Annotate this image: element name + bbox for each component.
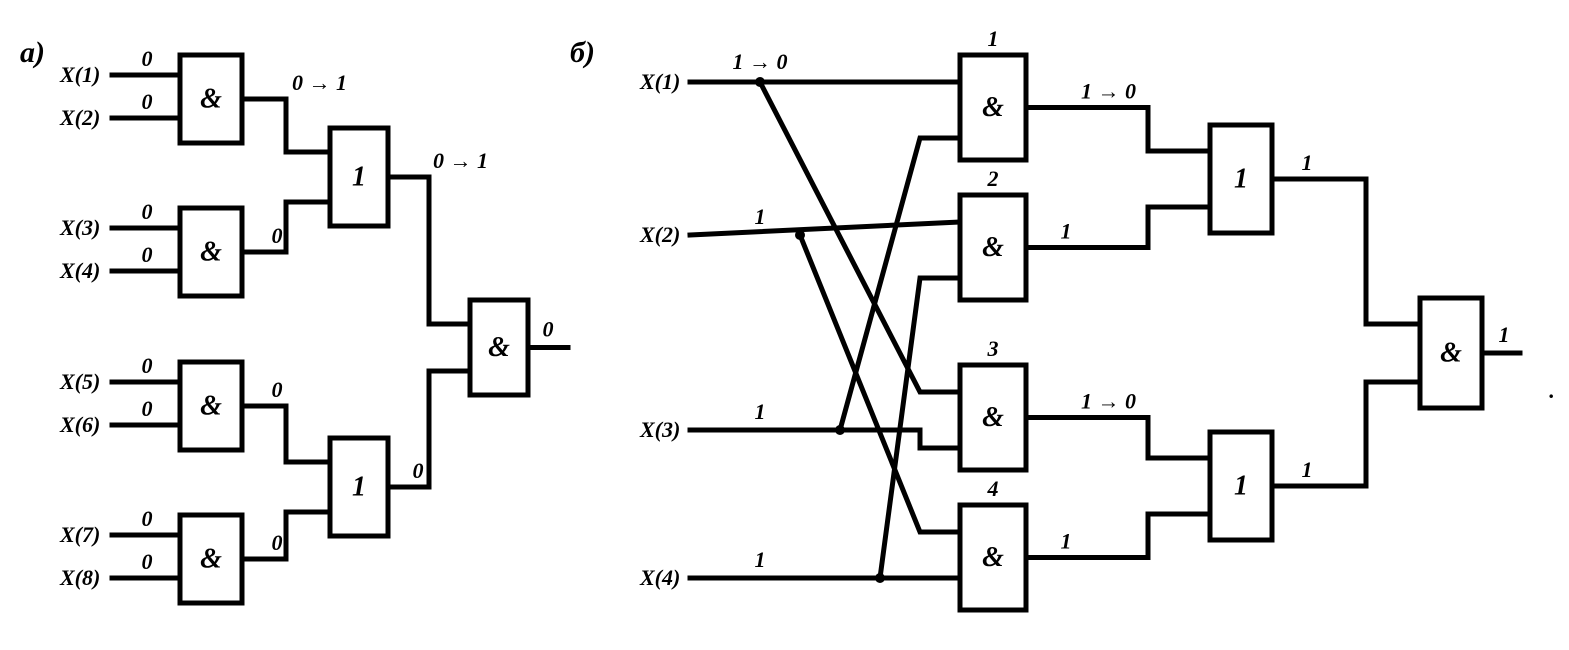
svg-text:&: & [200,236,222,267]
logic-diagram: а) б) X(1) 0 X(2) 0 X(3) 0 X(4) 0 X(5) 0 X(6) 0 X(7) 0 X… [0,0,1569,650]
svg-text:&: & [200,390,222,421]
svg-text:1 → 0: 1 → 0 [733,49,788,74]
svg-text:1: 1 [352,471,366,502]
svg-text:1: 1 [1234,163,1248,194]
svg-text:&: & [982,542,1004,573]
svg-text:X(5): X(5) [59,369,100,394]
svg-text:&: & [982,92,1004,123]
svg-text:1: 1 [1234,470,1248,501]
svg-text:1 → 0: 1 → 0 [1081,389,1136,414]
svg-text:X(3): X(3) [639,417,680,442]
svg-text:1: 1 [988,26,999,51]
svg-text:0: 0 [142,353,153,378]
svg-text:4: 4 [987,476,999,501]
svg-text:X(2): X(2) [639,222,680,247]
svg-text:2: 2 [987,166,999,191]
svg-text:0: 0 [142,242,153,267]
svg-text:0 → 1: 0 → 1 [292,70,347,95]
svg-text:X(8): X(8) [59,565,100,590]
svg-text:1: 1 [1302,457,1313,482]
svg-text:1: 1 [1061,219,1072,244]
svg-text:0: 0 [142,46,153,71]
svg-text:X(4): X(4) [59,258,100,283]
svg-text:1: 1 [1302,150,1313,175]
svg-text:&: & [982,402,1004,433]
svg-text:0: 0 [142,89,153,114]
svg-text:&: & [1440,337,1462,368]
svg-text:.: . [1549,378,1555,403]
svg-text:X(1): X(1) [59,62,100,87]
svg-text:0: 0 [142,506,153,531]
svg-text:X(7): X(7) [59,522,100,547]
svg-text:а): а) [20,36,45,69]
svg-text:0: 0 [142,549,153,574]
svg-text:0: 0 [142,396,153,421]
svg-text:X(1): X(1) [639,69,680,94]
svg-text:0: 0 [142,199,153,224]
svg-text:1: 1 [1499,322,1510,347]
svg-text:0: 0 [272,530,283,555]
svg-text:X(3): X(3) [59,215,100,240]
svg-text:&: & [488,332,510,363]
svg-text:1: 1 [755,547,766,572]
svg-text:&: & [200,83,222,114]
svg-text:0: 0 [413,458,424,483]
svg-text:&: & [982,232,1004,263]
svg-text:1 → 0: 1 → 0 [1081,79,1136,104]
svg-text:1: 1 [755,204,766,229]
svg-text:0: 0 [543,317,554,342]
svg-text:1: 1 [755,399,766,424]
svg-text:&: & [200,543,222,574]
svg-text:3: 3 [987,336,999,361]
svg-text:0: 0 [272,223,283,248]
svg-text:X(4): X(4) [639,565,680,590]
svg-text:X(2): X(2) [59,105,100,130]
svg-text:1: 1 [1061,529,1072,554]
svg-text:б): б) [570,36,595,69]
svg-text:1: 1 [352,161,366,192]
svg-text:0 → 1: 0 → 1 [433,148,488,173]
svg-text:0: 0 [272,377,283,402]
svg-text:X(6): X(6) [59,412,100,437]
